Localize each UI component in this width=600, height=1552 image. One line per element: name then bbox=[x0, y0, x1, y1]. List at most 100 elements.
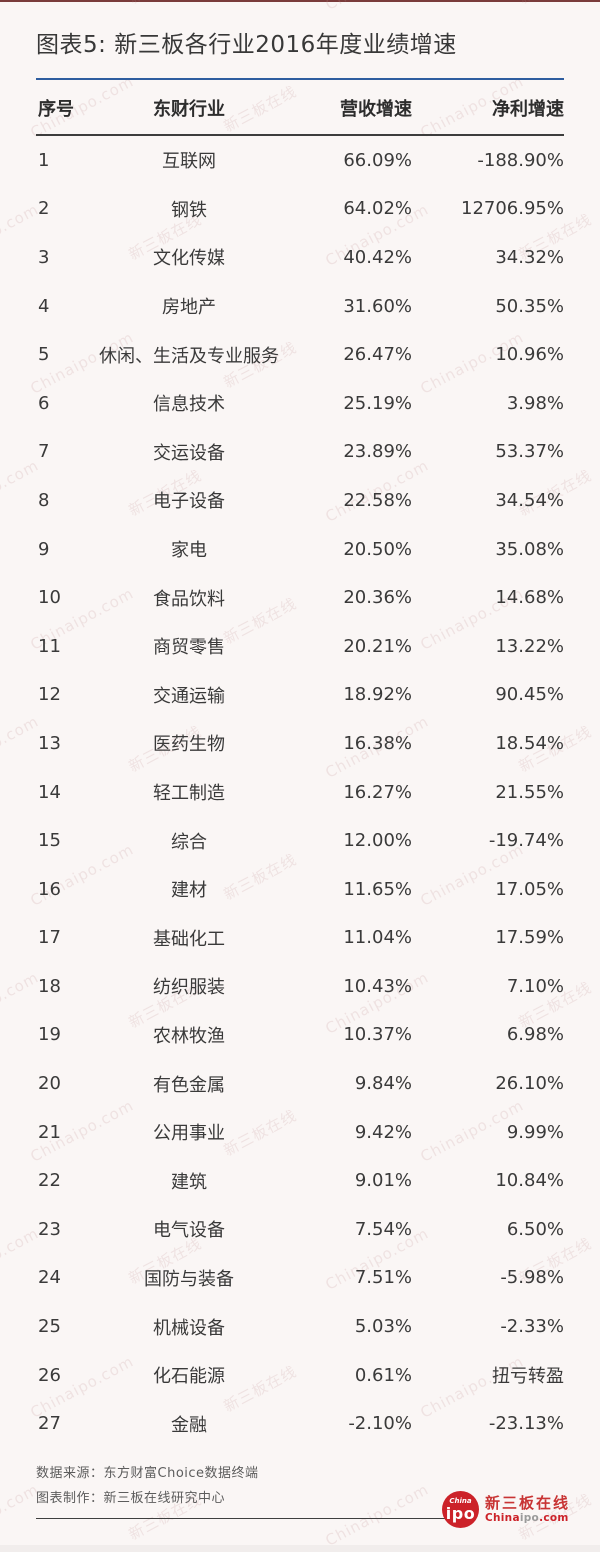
table-row: 21 公用事业 9.42% 9.99% bbox=[36, 1108, 564, 1157]
table-row: 14 轻工制造 16.27% 21.55% bbox=[36, 768, 564, 817]
table-row: 10 食品饮料 20.36% 14.68% bbox=[36, 573, 564, 622]
row-revenue-cell: 26.47% bbox=[343, 344, 412, 366]
table-row: 2 钢铁 64.02% 12706.95% bbox=[36, 185, 564, 234]
row-profit-cell: 7.10% bbox=[506, 975, 564, 997]
row-revenue-cell: 40.42% bbox=[343, 246, 412, 268]
row-profit-cell: 17.05% bbox=[495, 878, 564, 900]
row-profit-cell: -5.98% bbox=[500, 1267, 564, 1289]
logo-site-name: 新三板在线 bbox=[484, 1493, 570, 1512]
logo-domain-suffix: .com bbox=[539, 1512, 569, 1524]
table-row: 22 建筑 9.01% 10.84% bbox=[36, 1156, 564, 1205]
bottom-edge-strip bbox=[0, 1545, 600, 1552]
row-industry-cell: 轻工制造 bbox=[153, 783, 225, 805]
row-index-cell: 16 bbox=[38, 878, 61, 900]
table-row: 1 互联网 66.09% -188.90% bbox=[36, 136, 564, 185]
row-profit-cell: 9.99% bbox=[506, 1121, 564, 1143]
logo-badge-main-text: ipo bbox=[445, 1503, 476, 1523]
table-row: 20 有色金属 9.84% 26.10% bbox=[36, 1059, 564, 1108]
table-row: 4 房地产 31.60% 50.35% bbox=[36, 282, 564, 331]
table-row: 17 基础化工 11.04% 17.59% bbox=[36, 914, 564, 963]
row-index-cell: 14 bbox=[38, 781, 61, 803]
row-index-cell: 17 bbox=[38, 927, 61, 949]
row-profit-cell: 6.50% bbox=[506, 1218, 564, 1240]
header-divider-line bbox=[36, 134, 564, 136]
row-profit-cell: 扭亏转盈 bbox=[492, 1366, 564, 1388]
header-cell-profit-growth: 净利增速 bbox=[492, 99, 564, 120]
logo-text-block: 新三板在线 Chinaipo.com bbox=[484, 1493, 570, 1525]
chart-maker-note: 图表制作：新三板在线研究中心 bbox=[36, 1491, 226, 1507]
row-index-cell: 15 bbox=[38, 830, 61, 852]
row-revenue-cell: 9.01% bbox=[354, 1170, 412, 1192]
row-index-cell: 22 bbox=[38, 1170, 61, 1192]
row-index-cell: 9 bbox=[38, 538, 50, 560]
logo-domain-mid: ipo bbox=[519, 1512, 540, 1524]
row-revenue-cell: 16.27% bbox=[343, 781, 412, 803]
row-industry-cell: 国防与装备 bbox=[144, 1268, 234, 1290]
row-revenue-cell: 23.89% bbox=[343, 441, 412, 463]
row-industry-cell: 医药生物 bbox=[153, 734, 225, 756]
row-revenue-cell: 20.21% bbox=[343, 635, 412, 657]
row-profit-cell: 6.98% bbox=[506, 1024, 564, 1046]
row-industry-cell: 纺织服装 bbox=[153, 977, 225, 999]
table-row: 5 休闲、生活及专业服务 26.47% 10.96% bbox=[36, 330, 564, 379]
table-row: 3 文化传媒 40.42% 34.32% bbox=[36, 233, 564, 282]
row-industry-cell: 文化传媒 bbox=[153, 248, 225, 270]
row-profit-cell: 14.68% bbox=[495, 587, 564, 609]
row-revenue-cell: 7.54% bbox=[354, 1218, 412, 1240]
table-row: 26 化石能源 0.61% 扭亏转盈 bbox=[36, 1351, 564, 1400]
row-revenue-cell: 64.02% bbox=[343, 198, 412, 220]
row-industry-cell: 家电 bbox=[171, 540, 207, 562]
row-revenue-cell: 66.09% bbox=[343, 149, 412, 171]
row-industry-cell: 基础化工 bbox=[153, 928, 225, 950]
table-row: 7 交运设备 23.89% 53.37% bbox=[36, 428, 564, 477]
row-revenue-cell: 0.61% bbox=[354, 1364, 412, 1386]
row-index-cell: 20 bbox=[38, 1073, 61, 1095]
row-industry-cell: 化石能源 bbox=[153, 1366, 225, 1388]
row-index-cell: 13 bbox=[38, 732, 61, 754]
row-profit-cell: 3.98% bbox=[506, 392, 564, 414]
page-title: 图表5: 新三板各行业2016年度业绩增速 bbox=[36, 32, 457, 58]
row-profit-cell: 50.35% bbox=[495, 295, 564, 317]
table-row: 23 电气设备 7.54% 6.50% bbox=[36, 1205, 564, 1254]
row-revenue-cell: 25.19% bbox=[343, 392, 412, 414]
title-divider-line bbox=[36, 78, 564, 80]
row-revenue-cell: 16.38% bbox=[343, 732, 412, 754]
row-profit-cell: 26.10% bbox=[495, 1073, 564, 1095]
table-row: 12 交通运输 18.92% 90.45% bbox=[36, 671, 564, 720]
table-row: 13 医药生物 16.38% 18.54% bbox=[36, 719, 564, 768]
row-revenue-cell: 12.00% bbox=[343, 830, 412, 852]
table-row: 11 商贸零售 20.21% 13.22% bbox=[36, 622, 564, 671]
table-row: 27 金融 -2.10% -23.13% bbox=[36, 1399, 564, 1448]
row-revenue-cell: 11.65% bbox=[343, 878, 412, 900]
row-profit-cell: 18.54% bbox=[495, 732, 564, 754]
row-industry-cell: 钢铁 bbox=[171, 199, 207, 221]
watermark-text: Chinaipo.com bbox=[0, 0, 42, 14]
row-index-cell: 19 bbox=[38, 1024, 61, 1046]
row-index-cell: 7 bbox=[38, 441, 50, 463]
chart-card: 图表5: 新三板各行业2016年度业绩增速 序号 东财行业 营收增速 净利增速 … bbox=[0, 30, 600, 1529]
row-profit-cell: 34.54% bbox=[495, 489, 564, 511]
row-profit-cell: 53.37% bbox=[495, 441, 564, 463]
row-profit-cell: 17.59% bbox=[495, 927, 564, 949]
row-revenue-cell: 22.58% bbox=[343, 489, 412, 511]
header-cell-revenue-growth: 营收增速 bbox=[340, 99, 412, 120]
table-row: 15 综合 12.00% -19.74% bbox=[36, 816, 564, 865]
row-industry-cell: 交通运输 bbox=[153, 685, 225, 707]
row-index-cell: 6 bbox=[38, 392, 50, 414]
row-index-cell: 4 bbox=[38, 295, 50, 317]
row-revenue-cell: 10.43% bbox=[343, 975, 412, 997]
row-index-cell: 26 bbox=[38, 1364, 61, 1386]
row-industry-cell: 公用事业 bbox=[153, 1123, 225, 1145]
table-row: 24 国防与装备 7.51% -5.98% bbox=[36, 1254, 564, 1303]
header-cell-index: 序号 bbox=[38, 99, 74, 120]
table-row: 6 信息技术 25.19% 3.98% bbox=[36, 379, 564, 428]
table-body: 1 互联网 66.09% -188.90% 2 钢铁 64.02% 12706.… bbox=[36, 136, 564, 1448]
row-industry-cell: 休闲、生活及专业服务 bbox=[99, 345, 279, 367]
row-index-cell: 10 bbox=[38, 587, 61, 609]
watermark-text: Chinaipo.com bbox=[322, 0, 431, 14]
row-profit-cell: -19.74% bbox=[488, 830, 564, 852]
row-industry-cell: 建材 bbox=[171, 880, 207, 902]
row-profit-cell: 13.22% bbox=[495, 635, 564, 657]
row-revenue-cell: 9.84% bbox=[354, 1073, 412, 1095]
row-profit-cell: 35.08% bbox=[495, 538, 564, 560]
